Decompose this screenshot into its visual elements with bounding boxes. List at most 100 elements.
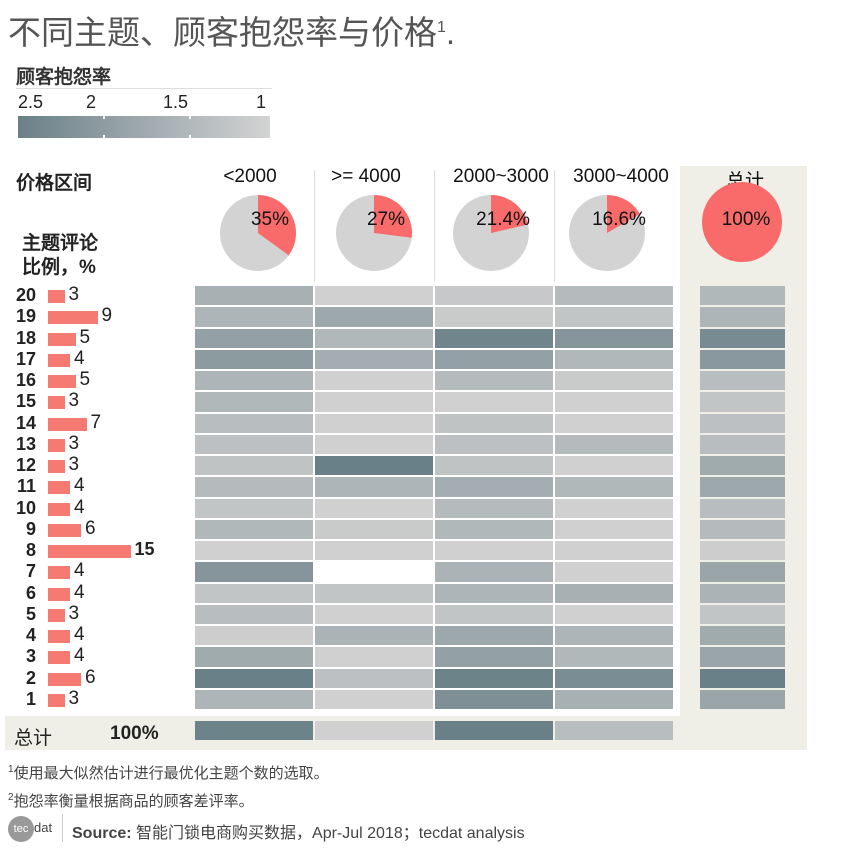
topic-share-bar — [48, 693, 65, 707]
heatmap-cell — [700, 562, 785, 582]
topic-share-bar — [48, 672, 81, 686]
heatmap-cell — [195, 307, 313, 327]
topic-share-bar — [48, 311, 98, 325]
topic-share-value: 4 — [74, 496, 85, 518]
heatmap-cell — [700, 307, 785, 327]
pie-slice — [607, 195, 640, 233]
heatmap-cell — [195, 328, 313, 348]
topic-share-value: 3 — [68, 390, 80, 412]
topic-share-bar — [48, 608, 65, 622]
footnote-mark: 2 — [8, 792, 14, 803]
legend-tick: 1.5 — [163, 92, 189, 112]
topic-share-value: 6 — [85, 517, 96, 539]
heatmap-cell — [315, 434, 433, 454]
heatmap-cell — [700, 583, 785, 603]
topic-share-bar — [48, 353, 70, 367]
heatmap-cell — [700, 349, 785, 369]
heatmap-cell — [435, 328, 553, 348]
heatmap-cell — [195, 349, 313, 369]
topic-share-value: 4 — [74, 645, 85, 667]
column-header: <2000 — [223, 166, 277, 187]
heatmap-cell — [195, 668, 313, 688]
heatmap-cell — [555, 541, 673, 561]
topic-share-value: 3 — [68, 284, 80, 305]
title-footnote-mark: 1 — [437, 19, 446, 36]
heatmap-cell — [700, 434, 785, 454]
heatmap-cell — [555, 519, 673, 539]
row-label: 7 — [25, 561, 36, 582]
heatmap-cell — [315, 519, 433, 539]
heatmap-cell — [700, 371, 785, 391]
heatmap-cell — [700, 689, 785, 709]
heatmap-cell — [555, 307, 673, 327]
topic-share-bar — [48, 481, 70, 495]
heatmap-cell — [315, 456, 433, 476]
heatmap-cell — [315, 328, 433, 348]
total-row-label: 总计 — [14, 728, 53, 749]
row-label: 14 — [15, 412, 36, 433]
heatmap-cell — [700, 626, 785, 646]
row-label: 3 — [25, 646, 36, 667]
heatmap-cell — [555, 456, 673, 476]
heatmap-cell — [195, 413, 313, 433]
share-pies — [220, 182, 782, 271]
heatmap-cell — [195, 286, 313, 306]
legend-title: 顾客抱怨率 — [16, 67, 112, 88]
topic-share-value: 4 — [74, 475, 85, 497]
heatmap-cell — [700, 647, 785, 667]
topic-share-bar — [48, 396, 65, 410]
heatmap-cell — [195, 392, 313, 412]
heatmap-cell — [315, 286, 433, 306]
heatmap-cell — [555, 392, 673, 412]
source-text: 智能门锁电商购买数据，Apr-Jul 2018；tecdat analysis — [131, 825, 525, 842]
topic-share-value: 3 — [68, 602, 80, 624]
legend-tick-mark — [189, 116, 191, 138]
heatmap-cell — [195, 541, 313, 561]
heatmap-cell — [315, 413, 433, 433]
pie-slice — [491, 195, 529, 233]
topic-share-bar — [48, 587, 70, 601]
heatmap-cell — [435, 477, 553, 497]
topic-share-value: 9 — [101, 305, 113, 327]
column-header: 3000~4000 — [573, 166, 669, 187]
topic-share-bar — [48, 545, 131, 558]
column-header: >= 4000 — [331, 166, 401, 187]
topic-share-bar — [48, 438, 65, 452]
heatmap-cell — [315, 477, 433, 497]
row-label: 10 — [15, 497, 36, 518]
heatmap-cell — [435, 519, 553, 539]
heatmap-cell — [435, 392, 553, 412]
heatmap-cell — [195, 583, 313, 603]
topic-share-value: 3 — [68, 687, 80, 709]
tecdat-logo: tec — [8, 816, 34, 842]
topic-share-value: 6 — [85, 666, 96, 688]
heatmap-cell — [435, 286, 553, 306]
heatmap-cell — [435, 371, 553, 391]
heatmap-cell — [315, 689, 433, 709]
heatmap-cell — [195, 689, 313, 709]
heatmap-cell — [555, 626, 673, 646]
heatmap-cell — [315, 498, 433, 518]
heatmap-cell — [195, 371, 313, 391]
topic-share-bar — [48, 651, 70, 665]
pie — [336, 195, 413, 271]
footnote-mark: 1 — [8, 764, 14, 775]
footnote-text: 抱怨率衡量根据商品的顾客差评率。 — [13, 793, 254, 810]
row-label: 4 — [25, 625, 36, 645]
title-end: . — [445, 14, 456, 51]
topic-share-value: 4 — [74, 560, 85, 582]
heatmap-cell — [700, 392, 785, 412]
row-label: 2 — [25, 667, 36, 688]
heatmap-cell — [315, 626, 433, 646]
column-separator — [314, 170, 315, 282]
heatmap-cell — [195, 604, 313, 624]
legend-tick: 2.5 — [18, 92, 44, 112]
row-label: 11 — [16, 476, 36, 497]
heatmap-cell — [700, 286, 785, 306]
heatmap-cell — [435, 626, 553, 646]
topic-share-bar — [48, 332, 76, 346]
topic-share-label: 主题评论 — [22, 233, 99, 254]
column-header: 2000~3000 — [453, 166, 549, 187]
footnote-2: 2抱怨率衡量根据商品的顾客差评率。 — [8, 790, 254, 811]
tecdat-logo-text: dat — [34, 820, 53, 835]
